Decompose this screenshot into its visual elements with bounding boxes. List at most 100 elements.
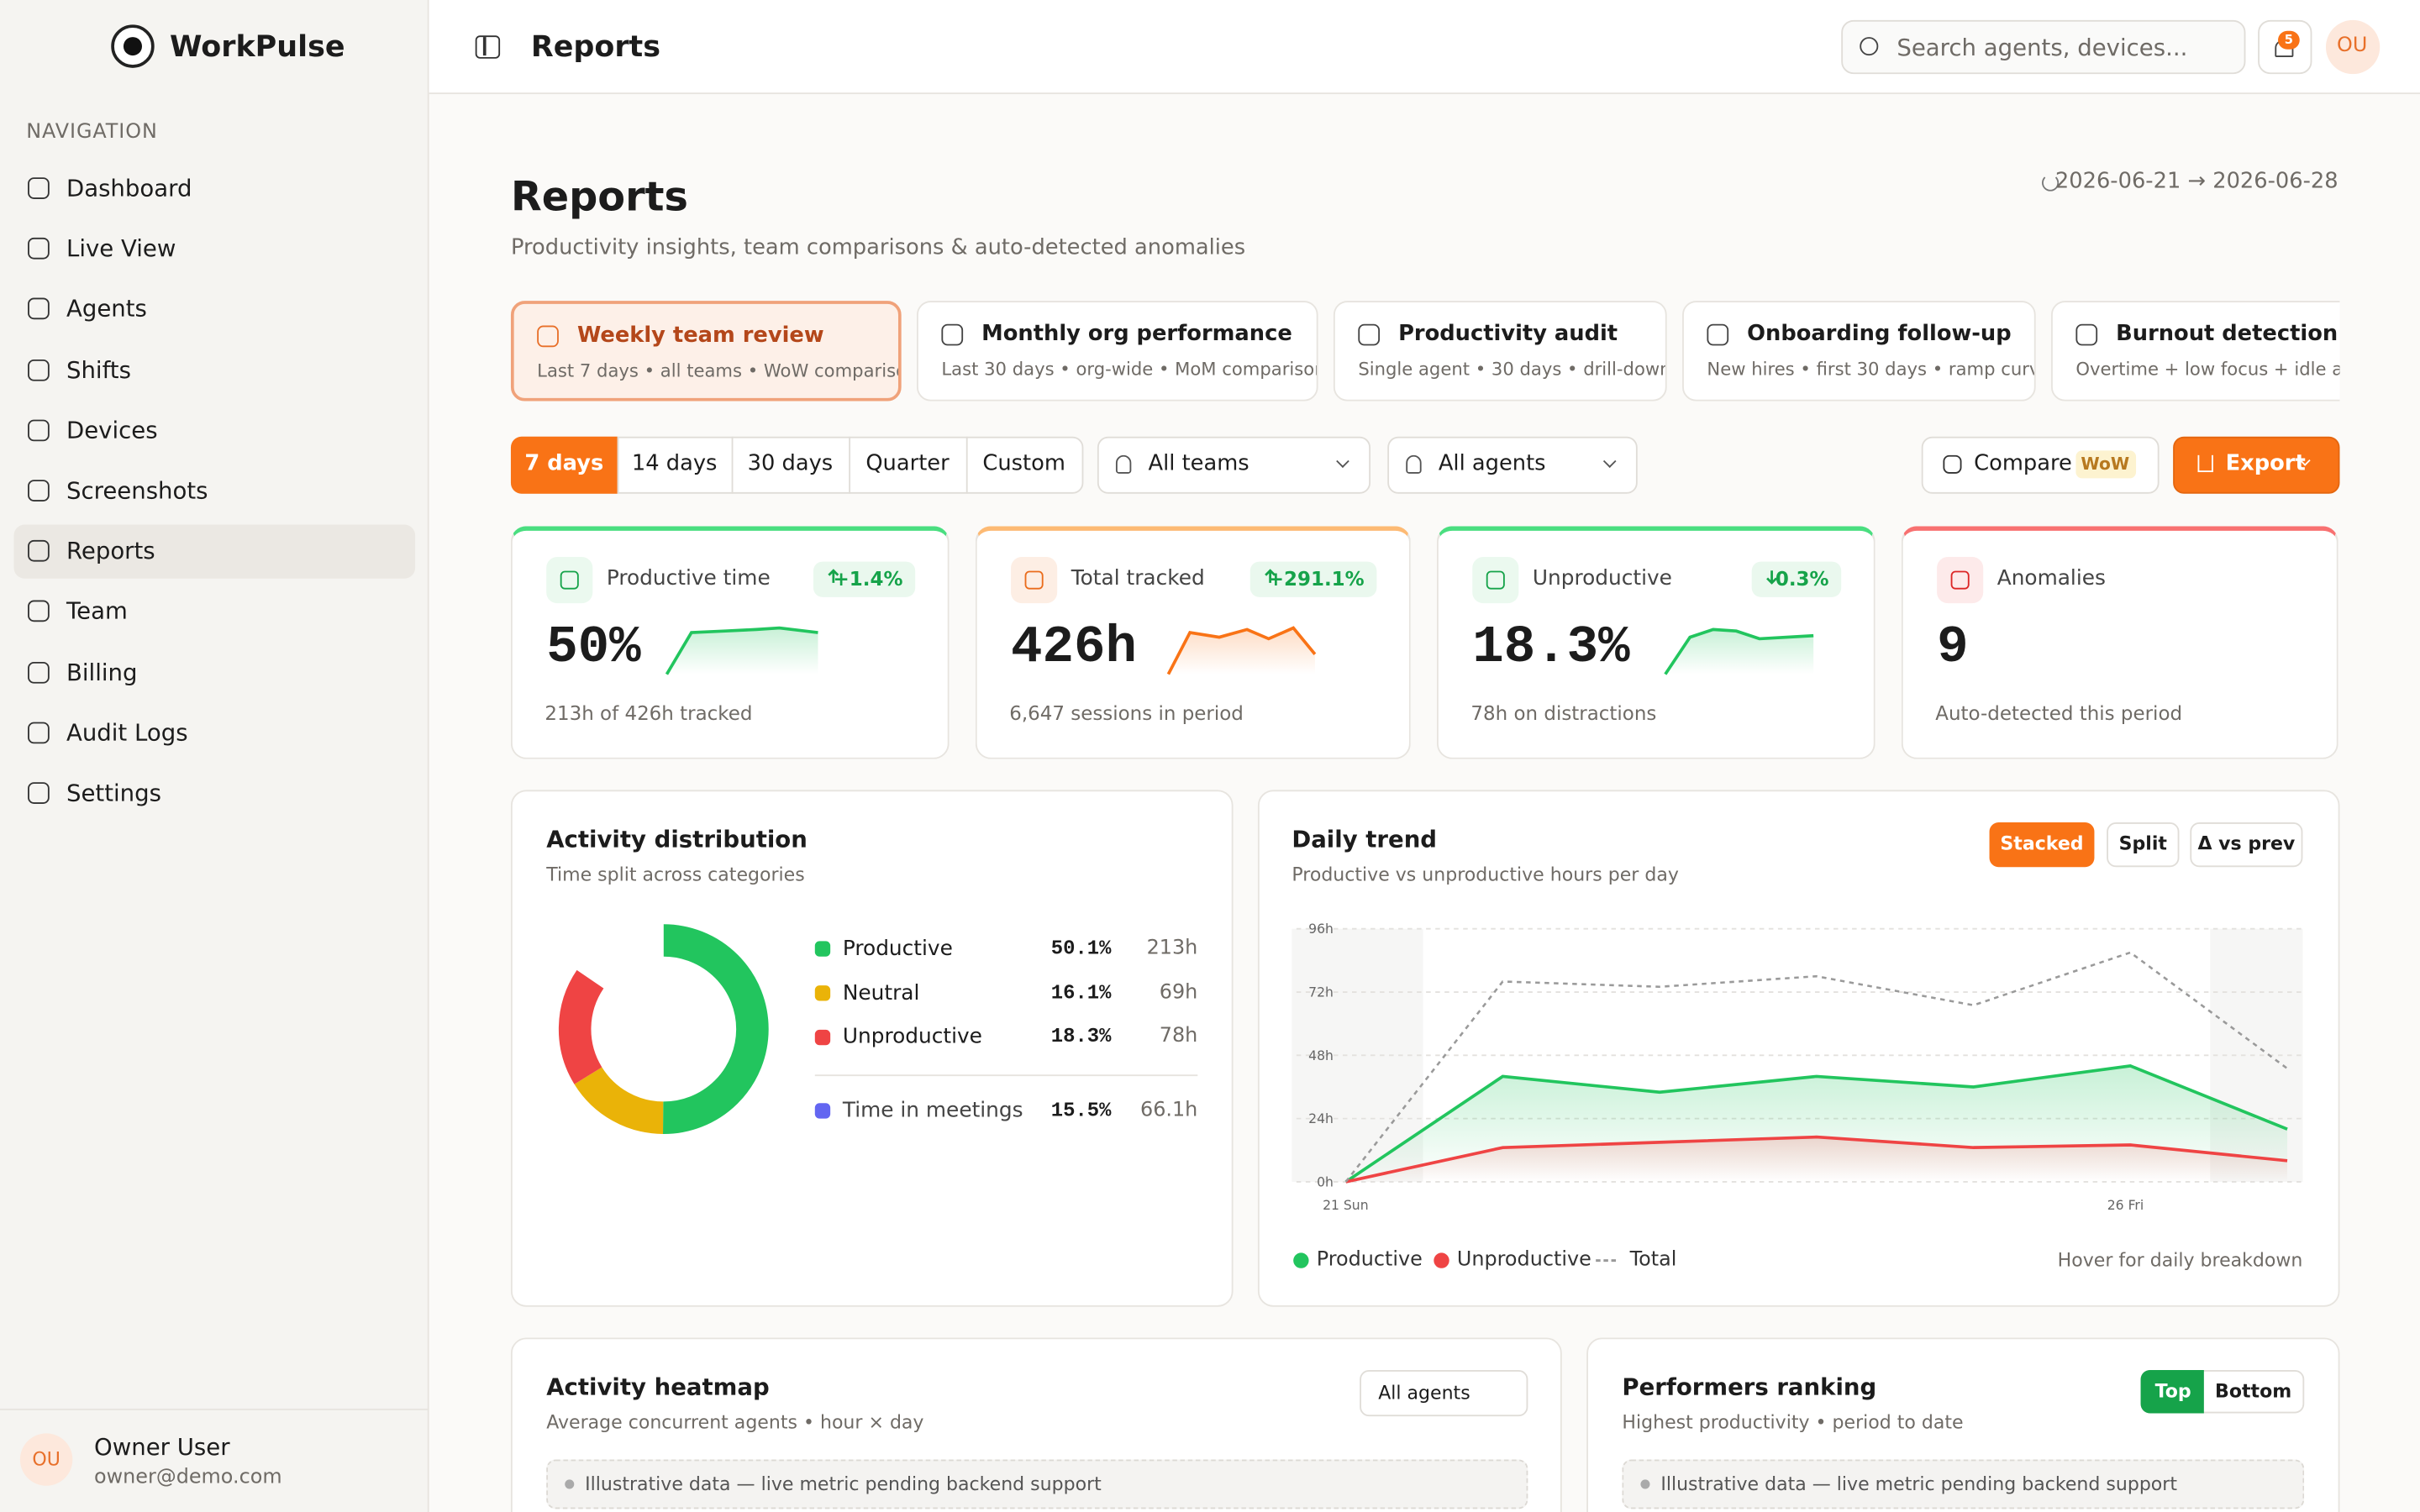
- legend-value: 15.5%: [1050, 1099, 1112, 1122]
- nav-icon: [28, 298, 50, 320]
- agent-select[interactable]: [1360, 1370, 1528, 1417]
- nav-item[interactable]: Billing: [66, 658, 138, 686]
- card-title: Activity heatmap: [546, 1373, 770, 1401]
- agent-select-label: All agents: [1378, 1382, 1470, 1404]
- nav-item[interactable]: Agents: [66, 295, 147, 323]
- header-avatar[interactable]: [2325, 19, 2381, 75]
- card-subtitle: Highest productivity • period to date: [1622, 1411, 1964, 1433]
- user-email: owner@demo.com: [94, 1466, 282, 1489]
- nav-item[interactable]: Shifts: [66, 355, 131, 384]
- range-option[interactable]: 14 days: [631, 451, 718, 476]
- kpi-delta: 0.3%: [1775, 567, 1829, 591]
- search-box[interactable]: [1841, 19, 2246, 75]
- card-subtitle: Time split across categories: [546, 864, 805, 885]
- kpi-icon-bg: [1937, 557, 1984, 604]
- arrow: [1766, 570, 1778, 585]
- preset-icon: [941, 323, 964, 346]
- compare-label: Compare: [1974, 451, 2072, 476]
- filter-select[interactable]: [1097, 436, 1371, 494]
- legend-name: Productive: [842, 936, 953, 962]
- preset-title: Onboarding follow-up: [1747, 322, 2012, 347]
- series-line: [1344, 951, 2288, 1183]
- export-label: Export: [2225, 451, 2306, 476]
- user-avatar[interactable]: [19, 1433, 73, 1486]
- legend-label: Total: [1629, 1248, 1677, 1272]
- sidebar-toggle[interactable]: [475, 35, 501, 59]
- legend-name: Time in meetings: [842, 1098, 1023, 1123]
- kpi-label: Total tracked: [1071, 565, 1205, 591]
- kpi-value: 9: [1937, 619, 1969, 679]
- nav-item[interactable]: Dashboard: [66, 174, 192, 202]
- tab-top[interactable]: [2140, 1370, 2204, 1414]
- nav-item[interactable]: Audit Logs: [66, 718, 188, 747]
- preset-card[interactable]: Onboarding follow-up New hires • first 30…: [1682, 301, 2036, 402]
- nav-item[interactable]: Screenshots: [66, 476, 208, 505]
- kpi-delta: +291.1%: [1267, 567, 1365, 591]
- user-name: Owner User: [94, 1433, 230, 1462]
- notice: [546, 1459, 1528, 1509]
- chart-hint: Hover for daily breakdown: [2057, 1249, 2303, 1272]
- range-option[interactable]: 7 days: [524, 451, 604, 476]
- nav-item[interactable]: Live View: [66, 234, 176, 263]
- sidebar: [0, 0, 429, 1512]
- nav-item[interactable]: Team: [66, 597, 128, 626]
- preset-desc: Overtime + low focus + idle anomalies: [2075, 358, 2352, 381]
- range-sep: [849, 436, 851, 494]
- toggle-button[interactable]: [2107, 822, 2180, 868]
- preset-card[interactable]: Weekly team review Last 7 days • all team…: [510, 301, 902, 402]
- series-line: [1344, 1063, 2288, 1184]
- notice-dot: [1640, 1479, 1650, 1489]
- page-subtitle: Productivity insights, team comparisons …: [510, 235, 1246, 260]
- nav-item[interactable]: Settings: [66, 779, 161, 807]
- kpi-icon-bg: [546, 557, 593, 604]
- preset-card[interactable]: Monthly org performance Last 30 days • or…: [917, 301, 1318, 402]
- date-range: 2026-06-21 → 2026-06-28: [2054, 169, 2338, 194]
- preset-card[interactable]: Productivity audit Single agent • 30 days…: [1333, 301, 1667, 402]
- export-button[interactable]: [2173, 436, 2340, 494]
- tab-label[interactable]: Bottom: [2215, 1380, 2292, 1403]
- kpi-note: 78h on distractions: [1470, 701, 1657, 725]
- nav-item[interactable]: Devices: [66, 416, 158, 444]
- notifications[interactable]: [2258, 19, 2312, 75]
- kpi-delta-bg: [813, 561, 916, 597]
- kpi-delta-arrow: [1764, 568, 1779, 590]
- legend-swatch: [814, 1103, 831, 1119]
- legend-name: Neutral: [842, 980, 920, 1005]
- range-option[interactable]: Quarter: [865, 451, 950, 476]
- sparkline: [1664, 627, 1814, 675]
- refresh-icon[interactable]: [2042, 174, 2060, 192]
- range-option[interactable]: 30 days: [747, 451, 834, 476]
- toggle-button[interactable]: [1989, 822, 2095, 868]
- legend-swatch: [814, 1029, 831, 1046]
- card-subtitle: Average concurrent agents • hour × day: [546, 1411, 924, 1433]
- trend-card: [1257, 790, 2340, 1307]
- nav-active-bg: [13, 524, 416, 580]
- nav-item[interactable]: Reports: [66, 537, 155, 565]
- compare-badge-bg: [2075, 450, 2137, 479]
- card-title: Activity distribution: [546, 825, 808, 853]
- nav-icon: [28, 359, 50, 381]
- nav-icon: [28, 601, 50, 622]
- legend-hours: 78h: [1159, 1025, 1198, 1049]
- toggle-button[interactable]: [2190, 822, 2303, 868]
- y-tick-label: 24h: [1308, 1111, 1334, 1126]
- range-sep: [731, 436, 734, 494]
- kpi-value: 426h: [1011, 619, 1137, 679]
- filter-select[interactable]: [1387, 436, 1638, 494]
- nav-icon: [28, 238, 50, 260]
- filter-icon: [1115, 454, 1132, 474]
- legend-swatch: [1434, 1252, 1449, 1268]
- preset-title: Productivity audit: [1398, 322, 1618, 347]
- kpi-icon-bg: [1011, 557, 1058, 604]
- kpi-value: 18.3%: [1472, 619, 1630, 679]
- range-option[interactable]: Custom: [982, 451, 1065, 476]
- activity-card: [510, 790, 1234, 1307]
- legend-value: 18.3%: [1050, 1025, 1112, 1049]
- compare-badge: WoW: [2081, 454, 2130, 475]
- preset-title: Burnout detection: [2116, 322, 2338, 347]
- export-icon: [2197, 454, 2213, 473]
- preset-card[interactable]: Burnout detection Overtime + low focus + …: [2051, 301, 2354, 402]
- sparkline-area: [1168, 627, 1315, 675]
- preset-fade: [2339, 292, 2420, 409]
- filter-icon: [1406, 454, 1422, 474]
